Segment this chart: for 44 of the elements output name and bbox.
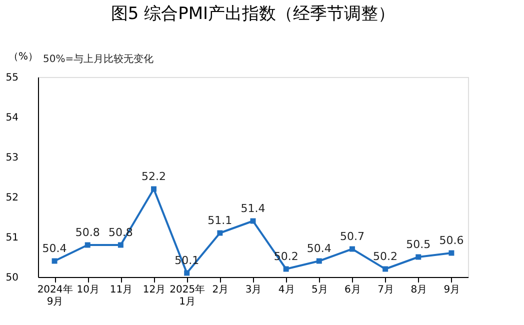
chart-title: 图5 综合PMI产出指数（经季节调整） [110, 4, 396, 24]
y-axis-title: （%） [8, 52, 38, 62]
x-tick-label: 2025年 1月 [170, 284, 206, 308]
point [316, 258, 322, 264]
x-tick-label: 4月 [278, 284, 295, 296]
y-tick-label: 55 [6, 72, 18, 84]
x-tick-label: 2月 [212, 284, 229, 296]
x-tick-label: 3月 [245, 284, 262, 296]
x-tick-label: 12月 [142, 284, 166, 296]
point [349, 246, 355, 252]
point [118, 242, 124, 248]
data-label: 52.2 [142, 170, 166, 183]
data-label: 50.8 [75, 226, 100, 239]
y-tick-label: 54 [6, 112, 18, 124]
point [448, 250, 454, 256]
x-tick-label: 2024年 9月 [37, 284, 73, 308]
x-tick-label: 7月 [378, 284, 394, 296]
data-label: 50.7 [340, 230, 364, 243]
x-tick-label: 6月 [344, 284, 361, 296]
x-tick-label: 8月 [410, 284, 428, 296]
data-label: 50.2 [373, 250, 398, 263]
point [184, 270, 190, 276]
x-tick-label: 10月 [76, 284, 100, 296]
y-tick-label: 51 [6, 232, 18, 244]
data-label: 50.6 [439, 234, 464, 247]
text: 50%=与上月比较无变化 [43, 53, 154, 65]
point [283, 266, 289, 272]
data-label: 50.4 [306, 242, 332, 255]
point [416, 254, 422, 260]
point [382, 266, 388, 272]
point [52, 258, 58, 264]
x-tick-label: 5月 [311, 284, 328, 296]
point [217, 230, 223, 236]
x-tick-label: 9月 [444, 284, 460, 296]
y-tick-label: 50 [6, 272, 18, 284]
point [151, 186, 157, 192]
data-label: 50.5 [406, 238, 431, 251]
point [84, 242, 90, 248]
y-tick-label: 53 [6, 152, 18, 164]
data-label: 51.1 [208, 214, 232, 227]
data-label: 51.4 [240, 202, 266, 215]
x-tick-label: 11月 [110, 284, 133, 296]
y-tick-label: 52 [6, 192, 18, 204]
data-label: 50.4 [42, 242, 67, 255]
